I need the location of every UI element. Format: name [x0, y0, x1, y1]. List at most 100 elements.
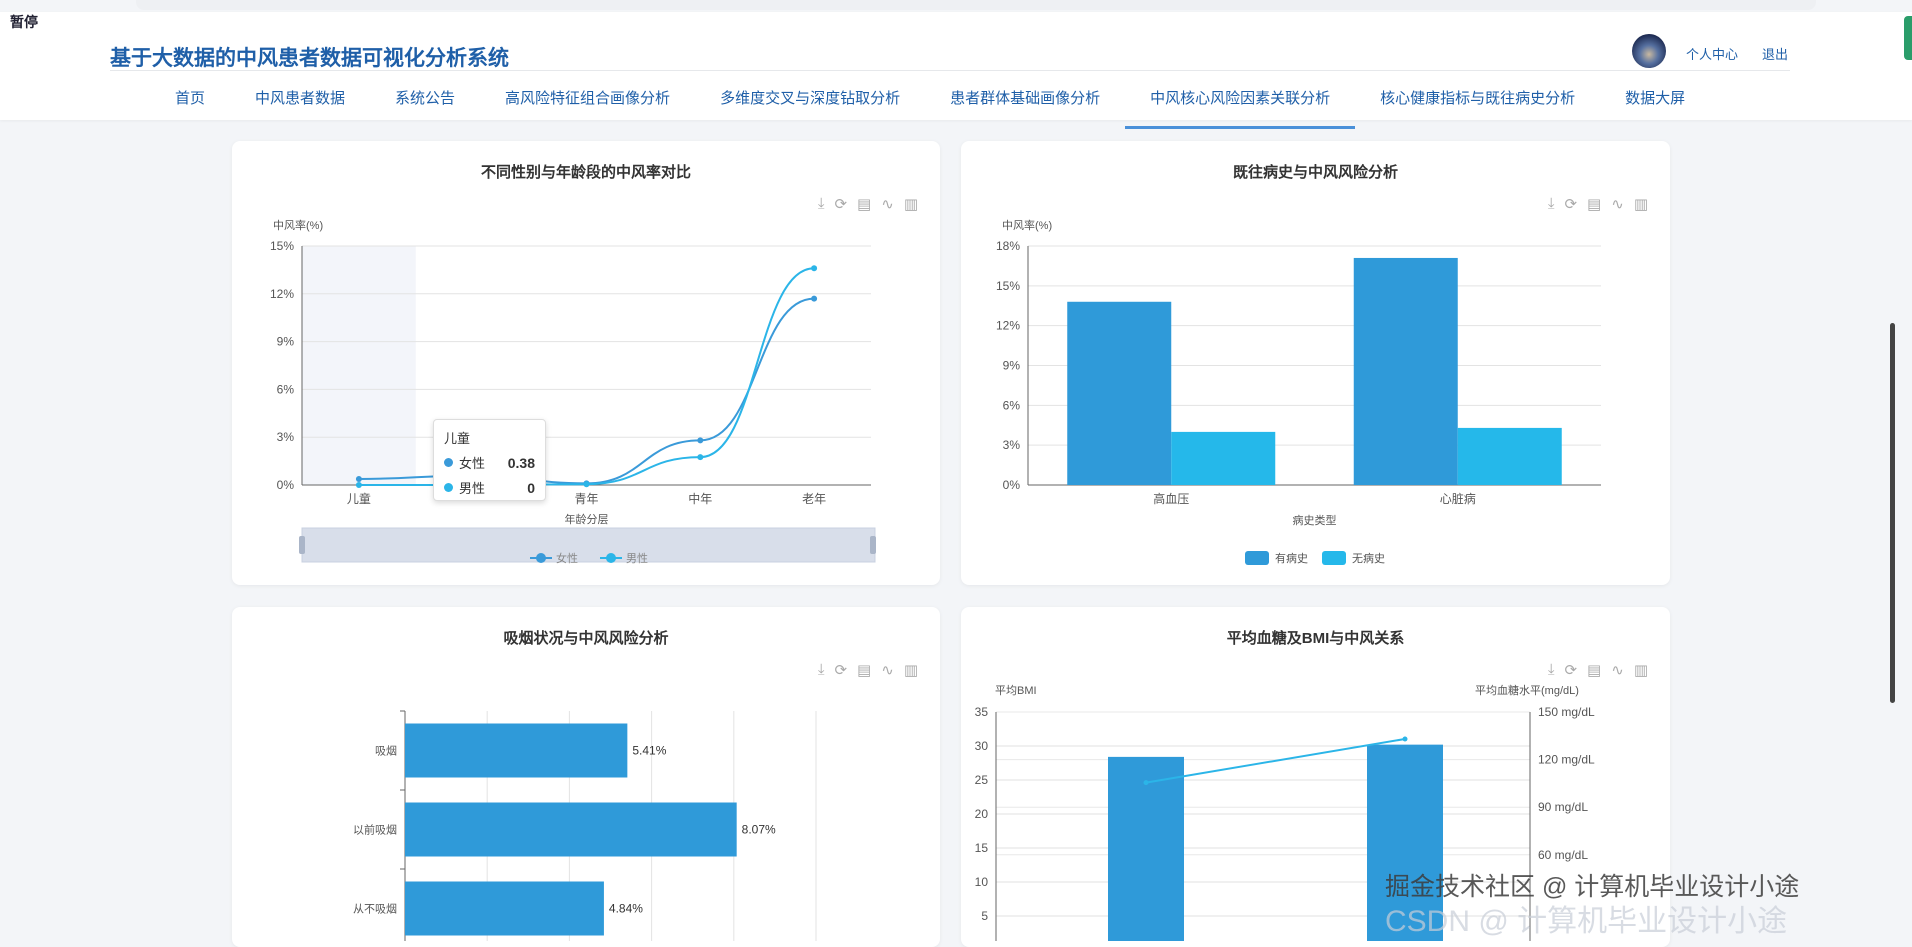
refresh-icon[interactable]: ⟳ [834, 196, 848, 213]
data-view-icon[interactable]: ▤ [857, 196, 872, 213]
glucose-line [1145, 737, 1406, 784]
series-dot-icon [444, 458, 453, 467]
download-icon[interactable]: ⤓ [1547, 661, 1555, 678]
bar-chart-icon[interactable]: ▥ [1633, 196, 1648, 213]
bar [405, 881, 604, 936]
bar-无病史 [1457, 427, 1562, 485]
data-zoom-slider [301, 527, 876, 563]
y-right-axis-title: 平均血糖水平(mg/dL) [1475, 683, 1579, 697]
nav-item-8[interactable]: 数据大屏 [1625, 90, 1686, 107]
app-title: 基于大数据的中风患者数据可视化分析系统 [110, 47, 509, 70]
bar [405, 723, 628, 778]
nav-item-5[interactable]: 患者群体基础画像分析 [950, 90, 1101, 107]
x-tick-label: 心脏病 [1440, 491, 1476, 506]
tooltip-series-name: 女性 [459, 456, 486, 471]
data-label: 4.84% [609, 902, 643, 916]
bar [405, 802, 737, 857]
nav-item-3[interactable]: 高风险特征组合画像分析 [505, 90, 671, 107]
nav-item-7[interactable]: 核心健康指标与既往病史分析 [1380, 90, 1576, 107]
y-tick-label: 12% [270, 287, 294, 301]
profile-link[interactable]: 个人中心 [1686, 47, 1739, 62]
data-point [1402, 736, 1408, 742]
divider [110, 70, 1790, 71]
refresh-icon[interactable]: ⟳ [1564, 662, 1578, 679]
refresh-icon[interactable]: ⟳ [1564, 196, 1578, 213]
data-point [811, 295, 818, 302]
scrollbar[interactable] [1890, 323, 1895, 703]
x-axis-title: 年龄分层 [565, 512, 609, 526]
y-left-tick-label: 30 [975, 739, 989, 753]
y-left-tick-label: 25 [975, 773, 989, 787]
y-tick-label: 15% [996, 279, 1020, 293]
y-tick-label: 15% [270, 239, 294, 253]
legend-label: 有病史 [1275, 551, 1308, 565]
chart-title: 既往病史与中风风险分析 [1232, 164, 1398, 181]
watermark-csdn: CSDN @ 计算机毕业设计小途 [1385, 905, 1788, 938]
y-left-tick-label: 5 [981, 909, 988, 923]
tooltip-row: 男性 0 [444, 478, 535, 497]
line-chart-icon[interactable]: ∿ [1611, 662, 1624, 679]
tooltip-value: 0.38 [507, 454, 535, 471]
bar-有病史 [1067, 301, 1172, 485]
chart-toolbox: ⤓ ⟳ ▤ ∿ ▥ [818, 661, 918, 679]
line-chart-icon[interactable]: ∿ [1611, 196, 1624, 213]
download-icon[interactable]: ⤓ [817, 195, 825, 212]
legend-label: 男性 [626, 551, 648, 565]
download-icon[interactable]: ⤓ [817, 661, 825, 678]
tooltip-row: 女性 0.38 [444, 453, 535, 472]
series-line-男性 [358, 267, 815, 486]
bar-chart-icon[interactable]: ▥ [903, 196, 918, 213]
chart-toolbox: ⤓ ⟳ ▤ ∿ ▥ [818, 195, 918, 213]
data-point [811, 265, 818, 272]
bar-chart-icon[interactable]: ▥ [903, 662, 918, 679]
refresh-icon[interactable]: ⟳ [834, 662, 848, 679]
y-left-tick-label: 10 [975, 875, 989, 889]
y-left-tick-label: 15 [975, 841, 989, 855]
logout-link[interactable]: 退出 [1762, 47, 1789, 62]
data-view-icon[interactable]: ▤ [1587, 196, 1602, 213]
y-tick-label: 0% [277, 478, 295, 492]
bar-无病史 [1171, 431, 1276, 485]
nav-item-1[interactable]: 中风患者数据 [255, 90, 346, 107]
nav-item-6[interactable]: 中风核心风险因素关联分析 [1125, 88, 1356, 129]
avatar[interactable] [1632, 34, 1666, 68]
y-left-tick-label: 35 [975, 705, 989, 719]
y-right-tick-label: 90 mg/dL [1538, 800, 1588, 814]
data-view-icon[interactable]: ▤ [1587, 662, 1602, 679]
y-tick-label: 吸烟 [375, 744, 397, 758]
nav-item-4[interactable]: 多维度交叉与深度钻取分析 [720, 90, 901, 107]
nav-item-0[interactable]: 首页 [175, 90, 206, 107]
data-view-icon[interactable]: ▤ [857, 662, 872, 679]
data-point [1143, 780, 1149, 786]
side-widget[interactable] [1904, 16, 1912, 60]
y-tick-label: 从不吸烟 [353, 902, 397, 916]
y-right-tick-label: 120 mg/dL [1538, 753, 1595, 767]
y-tick-label: 0% [1003, 478, 1021, 492]
data-label: 8.07% [742, 823, 776, 837]
nav-item-2[interactable]: 系统公告 [395, 90, 456, 107]
x-tick-label: 老年 [802, 492, 826, 506]
chart-title: 吸烟状况与中风风险分析 [503, 630, 669, 647]
chart-title: 平均血糖及BMI与中风关系 [1226, 630, 1405, 647]
y-tick-label: 18% [996, 239, 1020, 253]
line-chart-icon[interactable]: ∿ [881, 196, 894, 213]
chart-toolbox: ⤓ ⟳ ▤ ∿ ▥ [1548, 195, 1648, 213]
chart-title: 不同性别与年龄段的中风率对比 [480, 164, 691, 181]
bar-chart-icon[interactable]: ▥ [1633, 662, 1648, 679]
y-tick-label: 3% [1003, 438, 1021, 452]
x-tick-label: 青年 [574, 492, 598, 506]
y-tick-label: 以前吸烟 [353, 823, 397, 837]
download-icon[interactable]: ⤓ [1547, 195, 1555, 212]
legend-marker [606, 553, 616, 563]
series-line-女性 [358, 297, 815, 485]
app-header: 基于大数据的中风患者数据可视化分析系统 个人中心 退出 首页 中风患者数据 系统公告… [0, 12, 1912, 129]
bmi-bar [1108, 756, 1184, 941]
y-right-tick-label: 60 mg/dL [1538, 848, 1588, 862]
tooltip-series-name: 男性 [459, 481, 486, 496]
chart-tooltip: 儿童 女性 0.38 男性 0 [433, 419, 546, 501]
axis-pointer-shadow [302, 246, 416, 485]
y-tick-label: 6% [1003, 398, 1021, 412]
line-chart-icon[interactable]: ∿ [881, 662, 894, 679]
y-right-tick-label: 150 mg/dL [1538, 705, 1595, 719]
